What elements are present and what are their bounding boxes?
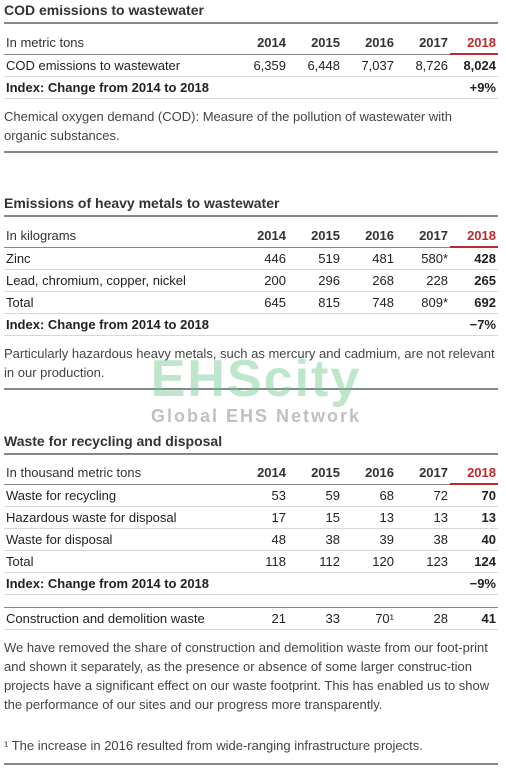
table-row: Total 645 815 748 809* 692 xyxy=(4,291,498,314)
cod-table: In metric tons 2014 2015 2016 2017 2018 … xyxy=(4,32,498,99)
table-row-cdw: Construction and demolition waste 21 33 … xyxy=(4,607,498,630)
waste-unit: In thousand metric tons xyxy=(4,462,234,485)
cod-header-row: In metric tons 2014 2015 2016 2017 2018 xyxy=(4,32,498,55)
metals-header-row: In kilograms 2014 2015 2016 2017 2018 xyxy=(4,225,498,248)
year-2016: 2016 xyxy=(342,32,396,55)
cod-note: Chemical oxygen demand (COD): Measure of… xyxy=(4,107,498,153)
waste-section: Waste for recycling and disposal In thou… xyxy=(4,433,498,720)
waste-note: We have removed the share of constructio… xyxy=(4,640,490,712)
table-row: COD emissions to wastewater 6,359 6,448 … xyxy=(4,54,498,77)
waste-header-row: In thousand metric tons 2014 2015 2016 2… xyxy=(4,462,498,485)
table-row: Lead, chromium, copper, nickel 200 296 2… xyxy=(4,269,498,292)
waste-title: Waste for recycling and disposal xyxy=(4,433,498,455)
waste-table: In thousand metric tons 2014 2015 2016 2… xyxy=(4,462,498,630)
table-row: Waste for disposal 48 38 39 38 40 xyxy=(4,528,498,551)
index-row: Index: Change from 2014 to 2018 −9% xyxy=(4,572,498,595)
footnote: ¹ The increase in 2016 resulted from wid… xyxy=(4,738,498,765)
year-2014: 2014 xyxy=(234,32,288,55)
table-row: Waste for recycling 53 59 68 72 70 xyxy=(4,484,498,507)
table-row: Total 118 112 120 123 124 xyxy=(4,550,498,573)
index-row: Index: Change from 2014 to 2018 +9% xyxy=(4,76,498,99)
year-2017: 2017 xyxy=(396,32,450,55)
year-2018: 2018 xyxy=(450,32,498,55)
table-row: Zinc 446 519 481 580* 428 xyxy=(4,247,498,270)
cod-unit: In metric tons xyxy=(4,32,234,55)
index-row: Index: Change from 2014 to 2018 −7% xyxy=(4,313,498,336)
metals-title: Emissions of heavy metals to wastewater xyxy=(4,195,498,217)
cod-title: COD emissions to wastewater xyxy=(4,2,498,24)
year-2015: 2015 xyxy=(288,32,342,55)
cod-section: COD emissions to wastewater In metric to… xyxy=(4,2,498,153)
metals-table: In kilograms 2014 2015 2016 2017 2018 Zi… xyxy=(4,225,498,336)
metals-note: Particularly hazardous heavy metals, suc… xyxy=(4,344,498,390)
table-row: Hazardous waste for disposal 17 15 13 13… xyxy=(4,506,498,529)
metals-section: Emissions of heavy metals to wastewater … xyxy=(4,195,498,390)
metals-unit: In kilograms xyxy=(4,225,234,248)
